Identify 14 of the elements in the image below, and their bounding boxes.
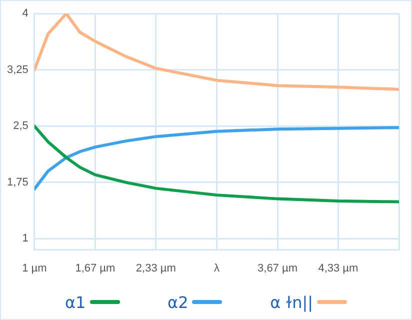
y-tick-label: 3,25 <box>6 64 28 76</box>
y-tick-label: 1,75 <box>6 176 28 188</box>
y-tick-label: 4 <box>22 8 28 20</box>
y-tick-label: 2,5 <box>13 120 28 132</box>
legend-label: α1 <box>64 292 86 312</box>
y-tick-label: 1 <box>22 232 28 245</box>
x-tick-label: 1,67 µm <box>75 262 116 274</box>
legend-label: α ɫn|| <box>270 292 314 312</box>
x-tick-label: 2,33 µm <box>136 262 176 274</box>
legend-label: α2 <box>168 292 188 312</box>
x-tick-label: 3,67 µm <box>258 262 298 274</box>
x-tick-label: 1 µm <box>22 262 47 274</box>
x-tick-label: 4,33 µm <box>318 262 358 274</box>
x-tick-label: λ <box>214 262 220 274</box>
